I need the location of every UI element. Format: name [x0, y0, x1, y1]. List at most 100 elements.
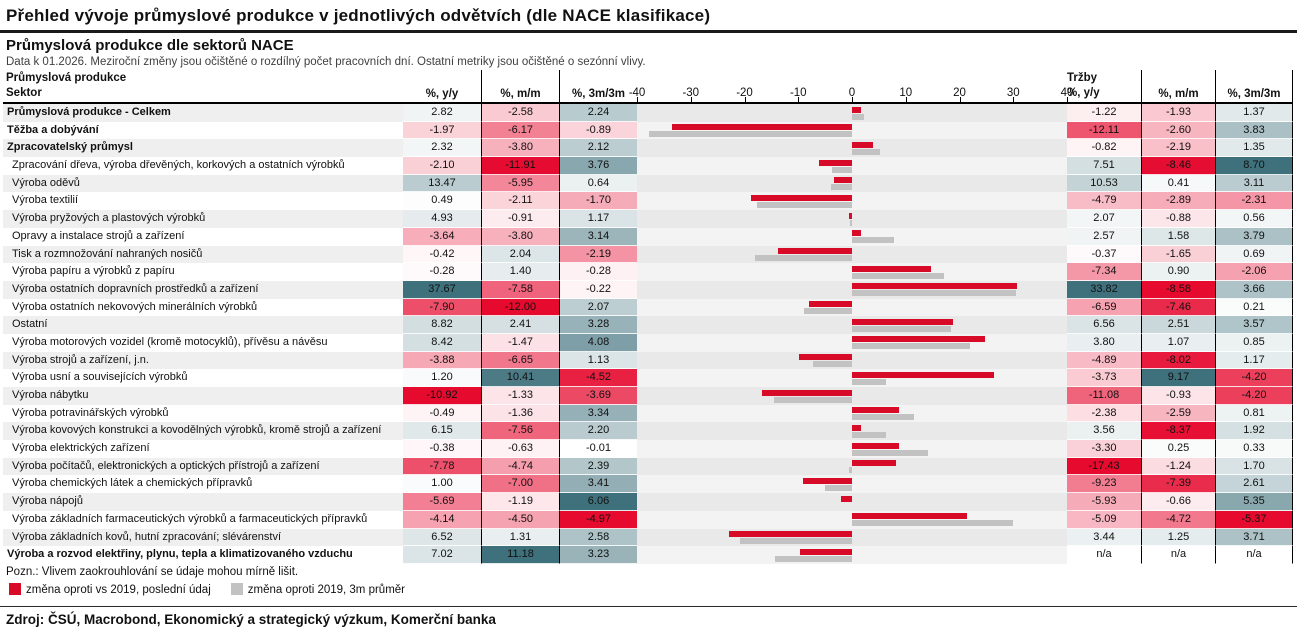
prod-value-cell: -4.50	[481, 510, 559, 529]
sales-value-cell: -4.79	[1067, 192, 1141, 211]
sales-value-cell: n/a	[1215, 546, 1293, 564]
bar-chart-cell	[637, 510, 1067, 529]
sales-value-cell: -6.59	[1067, 298, 1141, 317]
prod-value-cell: -11.91	[481, 157, 559, 175]
prod-value-cell: 2.12	[559, 139, 637, 158]
prod-value-cell: -7.58	[481, 280, 559, 299]
prod-value-cell: -4.74	[481, 457, 559, 476]
sales-value-cell: -4.72	[1141, 510, 1215, 529]
sales-value-cell: 3.79	[1215, 227, 1293, 246]
prod-value-cell: -1.33	[481, 387, 559, 405]
axis-tick-label: -40	[628, 87, 646, 99]
axis-tick-mark	[959, 97, 961, 102]
prod-value-cell: -12.00	[481, 298, 559, 317]
bar-vs2019-last	[852, 460, 897, 467]
table-row: Průmyslová produkce - Celkem 2.82 -2.58 2.2…	[3, 104, 1293, 122]
bar-vs2019-3m	[852, 414, 915, 421]
sales-value-cell: -1.65	[1141, 245, 1215, 264]
prod-value-cell: -1.97	[403, 121, 481, 140]
sales-value-cell: -4.89	[1067, 351, 1141, 370]
sales-value-cell: 1.25	[1141, 528, 1215, 547]
sales-value-cell: -3.73	[1067, 369, 1141, 387]
bar-vs2019-3m	[852, 378, 886, 385]
prod-value-cell: 1.13	[559, 351, 637, 370]
chart-legend: změna oproti vs 2019, poslední údaj změn…	[3, 579, 1297, 602]
prod-value-cell: -4.52	[559, 369, 637, 387]
table-row: Výroba ostatních dopravních prostředků a…	[3, 280, 1293, 299]
prod-3m3m-header: %, 3m/3m	[559, 70, 637, 102]
sales-3m3m-header: %, 3m/3m	[1215, 70, 1293, 102]
table-row: Těžba a dobývání -1.97 -6.17 -0.89 -12.11 -2.…	[3, 121, 1293, 140]
table-row: Výroba elektrických zařízení -0.38 -0.63 -0…	[3, 440, 1293, 458]
prod-value-cell: 2.20	[559, 422, 637, 441]
sales-value-cell: -4.20	[1215, 387, 1293, 405]
bar-vs2019-last	[809, 301, 852, 308]
prod-value-cell: -6.17	[481, 121, 559, 140]
sales-value-cell: 3.66	[1215, 280, 1293, 299]
sales-value-cell: 1.70	[1215, 457, 1293, 476]
sales-value-cell: 7.51	[1067, 157, 1141, 175]
bar-vs2019-last	[800, 548, 852, 555]
bar-vs2019-last	[852, 265, 931, 272]
bar-vs2019-3m	[813, 361, 852, 368]
prod-value-cell: 2.07	[559, 298, 637, 317]
prod-value-cell: 1.20	[403, 369, 481, 387]
prod-value-cell: 2.58	[559, 528, 637, 547]
sales-value-cell: 1.17	[1215, 351, 1293, 370]
sector-label: Výroba potravinářských výrobků	[3, 404, 403, 423]
bar-vs2019-3m	[852, 520, 1013, 527]
prod-value-cell: 1.17	[559, 210, 637, 228]
legend-item-last: změna oproti vs 2019, poslední údaj	[9, 582, 211, 596]
prod-value-cell: -3.69	[559, 387, 637, 405]
sector-label: Výroba textilií	[3, 192, 403, 211]
bar-vs2019-3m	[852, 343, 971, 350]
prod-value-cell: -0.28	[403, 263, 481, 281]
prod-value-cell: -6.65	[481, 351, 559, 370]
sales-value-cell: -0.88	[1141, 210, 1215, 228]
axis-tick-mark	[637, 97, 638, 102]
prod-value-cell: 3.28	[559, 316, 637, 334]
prod-value-cell: -0.91	[481, 210, 559, 228]
sector-label: Výroba ostatních nekovových minerálních …	[3, 298, 403, 317]
axis-tick-label: 10	[899, 87, 913, 99]
bar-vs2019-last	[819, 159, 852, 166]
sector-label: Tisk a rozmnožování nahraných nosičů	[3, 245, 403, 264]
table-row: Výroba nábytku -10.92 -1.33 -3.69 -11.08 -0.9…	[3, 387, 1293, 405]
sector-label: Výroba základních kovů, hutní zpracování…	[3, 528, 403, 547]
bar-vs2019-3m	[852, 325, 952, 332]
sales-value-cell: -5.93	[1067, 493, 1141, 511]
prod-value-cell: -0.38	[403, 440, 481, 458]
sector-label: Těžba a dobývání	[3, 121, 403, 140]
table-row: Výroba pryžových a plastových výrobků 4.9…	[3, 210, 1293, 228]
sales-value-cell: 2.51	[1141, 316, 1215, 334]
bar-vs2019-last	[778, 248, 852, 254]
sector-label: Výroba strojů a zařízení, j.n.	[3, 351, 403, 370]
table-row: Výroba papíru a výrobků z papíru -0.28 1.4…	[3, 263, 1293, 281]
prod-value-cell: 10.41	[481, 369, 559, 387]
bar-vs2019-last	[852, 318, 954, 325]
bar-chart-cell	[637, 174, 1067, 193]
sales-value-cell: -9.23	[1067, 475, 1141, 494]
sales-value-cell: -11.08	[1067, 387, 1141, 405]
table-row: Výroba základních farmaceutických výrobk…	[3, 510, 1293, 529]
table-row: Výroba a rozvod elektřiny, plynu, tepla …	[3, 546, 1293, 564]
table-header: Průmyslová produkce Sektor %, y/y %, m/m…	[3, 70, 1293, 104]
title-divider	[0, 30, 1297, 33]
sales-value-cell: -7.46	[1141, 298, 1215, 317]
bar-chart-cell	[637, 333, 1067, 352]
sales-value-cell: 0.81	[1215, 404, 1293, 423]
bar-vs2019-3m	[852, 290, 1016, 297]
sales-value-cell: 0.33	[1215, 440, 1293, 458]
sector-label: Výroba základních farmaceutických výrobk…	[3, 510, 403, 529]
sales-value-cell: 9.17	[1141, 369, 1215, 387]
sales-value-cell: n/a	[1067, 546, 1141, 564]
sales-value-cell: 3.11	[1215, 174, 1293, 193]
prod-value-cell: 6.52	[403, 528, 481, 547]
sales-value-cell: 1.35	[1215, 139, 1293, 158]
sales-value-cell: 1.92	[1215, 422, 1293, 441]
axis-tick-label: 0	[848, 87, 856, 99]
bar-vs2019-last	[852, 283, 1017, 290]
sales-value-cell: -3.30	[1067, 440, 1141, 458]
sales-value-cell: -8.58	[1141, 280, 1215, 299]
sales-value-cell: -8.46	[1141, 157, 1215, 175]
